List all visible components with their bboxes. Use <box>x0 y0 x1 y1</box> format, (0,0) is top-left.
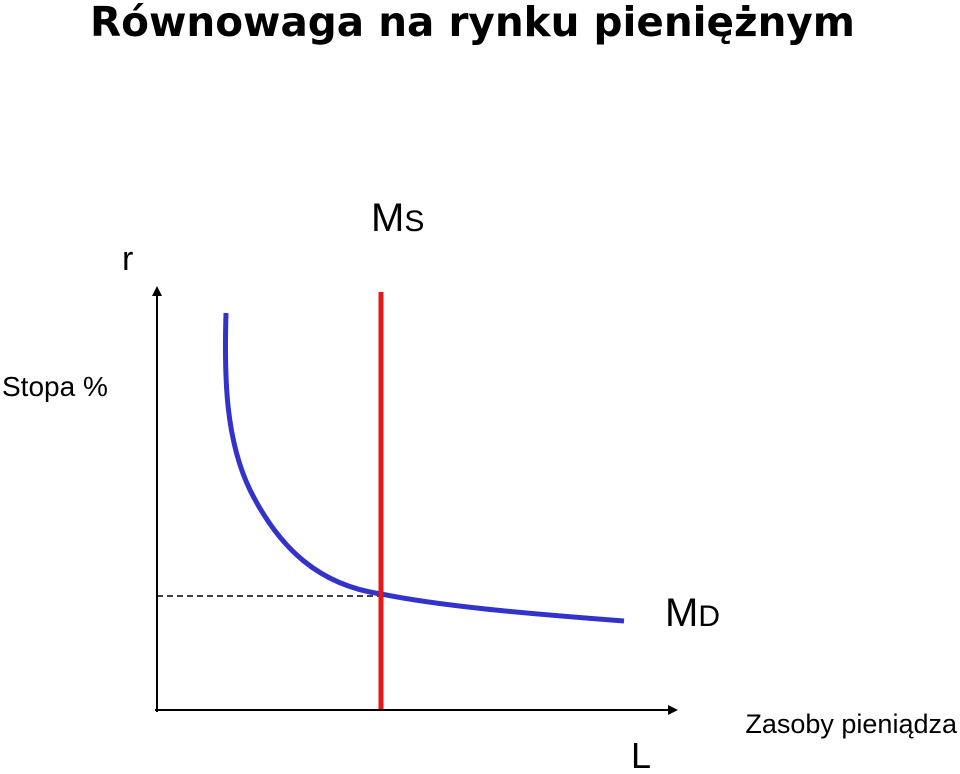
supply-sub: S <box>404 205 424 238</box>
demand-sub: D <box>698 600 720 633</box>
y-symbol: r <box>122 240 133 278</box>
supply-label: MS <box>371 196 424 240</box>
demand-label: MD <box>665 591 720 635</box>
demand-main: M <box>665 591 698 635</box>
x-symbol: L <box>631 735 651 769</box>
y-label: Stopa % <box>2 371 108 402</box>
x-label: Zasoby pieniądza <box>745 709 958 739</box>
supply-main: M <box>371 196 404 240</box>
demand-curve <box>222 312 625 624</box>
title: Równowaga na rynku pieniężnym <box>90 0 855 46</box>
